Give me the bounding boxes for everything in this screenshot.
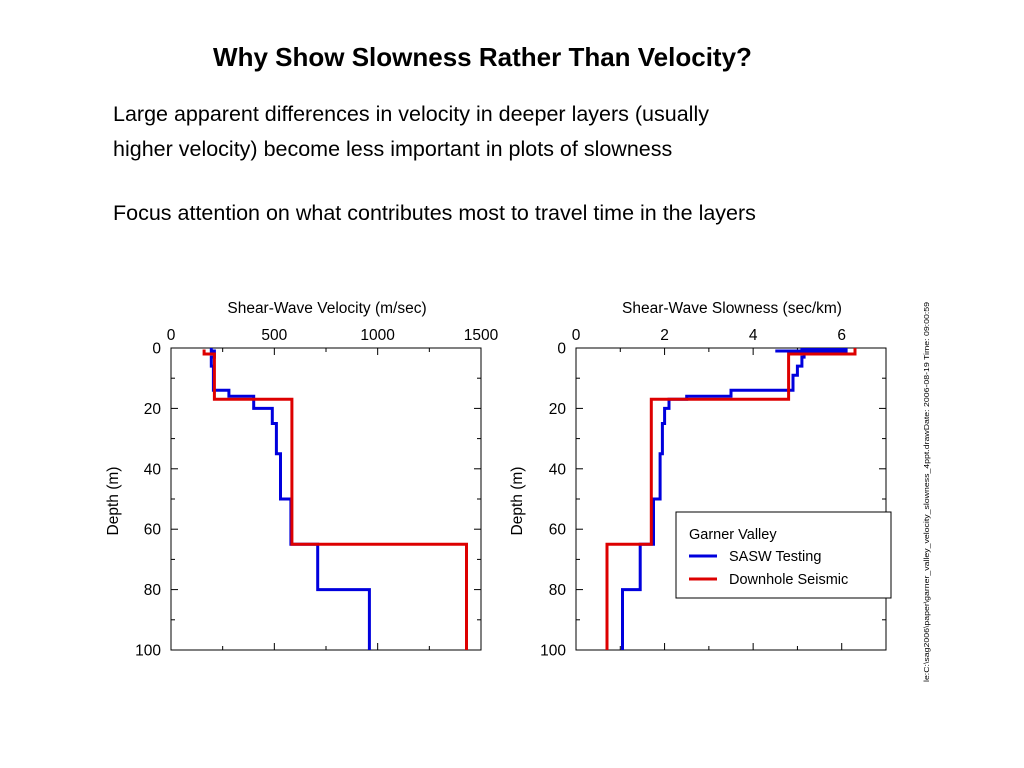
side-note: le:C:\sag2006\paper\garner_valley_veloci… bbox=[922, 302, 931, 682]
bullet-line: higher velocity) become less important i… bbox=[113, 137, 673, 161]
x-tick-label: 6 bbox=[837, 327, 846, 344]
chart-velocity: Shear-Wave Velocity (m/sec) 0 500 1000 1500 0… bbox=[105, 300, 499, 660]
y-tick-label: 80 bbox=[549, 582, 567, 599]
bullet-line: Large apparent differences in velocity i… bbox=[113, 102, 709, 126]
chart-slowness: Shear-Wave Slowness (sec/km)0 2 4 602040608… bbox=[509, 300, 892, 660]
bullet-point-velocity: Large apparent differences in velocity i… bbox=[113, 97, 973, 167]
plot-frame bbox=[170, 347, 482, 651]
chart-title: Shear-Wave Slowness (sec/km) bbox=[622, 300, 842, 317]
y-tick-label: 0 bbox=[557, 341, 566, 358]
series-line-downhole bbox=[605, 348, 857, 650]
x-tick-label: 500 bbox=[261, 327, 287, 344]
legend-title: Garner Valley bbox=[689, 527, 777, 543]
y-tick-label: 100 bbox=[135, 643, 161, 660]
series-line-sasw bbox=[209, 348, 371, 650]
y-tick-label: 40 bbox=[549, 461, 567, 478]
y-tick-label: 40 bbox=[144, 461, 162, 478]
series-line-sasw bbox=[621, 348, 848, 650]
chart-title: Shear-Wave Velocity (m/sec) bbox=[227, 300, 426, 317]
y-tick-label: 20 bbox=[549, 401, 567, 418]
x-tick-label: 0 bbox=[167, 327, 176, 344]
slide-title: Why Show Slowness Rather Than Velocity? bbox=[213, 42, 752, 72]
y-tick-label: 60 bbox=[144, 522, 162, 539]
y-tick-label: 100 bbox=[540, 643, 566, 660]
bullet-point-travel-time: Focus attention on what contributes most… bbox=[113, 196, 973, 231]
y-axis-label: Depth (m) bbox=[509, 467, 526, 536]
y-tick-label: 80 bbox=[144, 582, 162, 599]
bullet-line: Focus attention on what contributes most… bbox=[113, 201, 756, 225]
x-tick-label: 1000 bbox=[360, 327, 395, 344]
y-axis-label: Depth (m) bbox=[105, 467, 122, 536]
series-line-downhole bbox=[202, 349, 468, 650]
x-tick-label: 1500 bbox=[464, 327, 499, 344]
y-tick-label: 0 bbox=[152, 341, 161, 358]
x-tick-label: 2 bbox=[660, 327, 669, 344]
y-tick-label: 60 bbox=[549, 522, 567, 539]
y-tick-label: 20 bbox=[144, 401, 162, 418]
x-tick-label: 4 bbox=[749, 327, 758, 344]
legend-entry: SASW Testing bbox=[729, 549, 821, 565]
x-tick-label: 0 bbox=[572, 327, 581, 344]
legend: Garner Valley SASW Testing Downhole Seismi… bbox=[675, 511, 892, 599]
legend-entry: Downhole Seismic bbox=[729, 572, 848, 588]
